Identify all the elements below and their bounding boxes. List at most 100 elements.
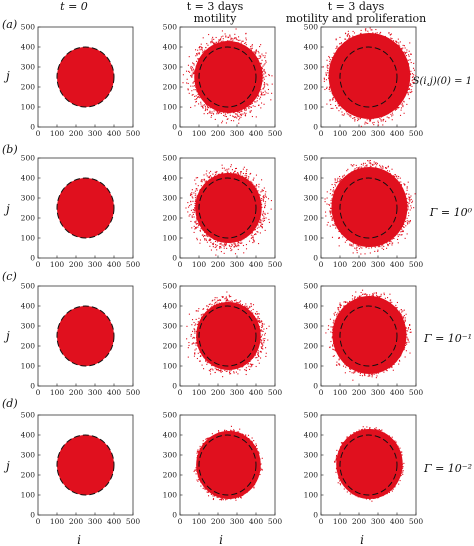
scattered-cell xyxy=(237,368,239,370)
scattered-cell xyxy=(401,472,403,474)
scattered-cell xyxy=(387,367,389,369)
scattered-cell xyxy=(367,245,370,247)
scattered-cell xyxy=(234,170,236,172)
scattered-cell xyxy=(399,234,401,236)
scattered-cell xyxy=(263,88,265,90)
scattered-cell xyxy=(219,243,221,245)
scattered-cell xyxy=(227,42,229,44)
scattered-cell xyxy=(245,369,247,371)
scattered-cell xyxy=(348,114,350,116)
scattered-cell xyxy=(233,174,235,177)
row-annotation-a: S(i,j)(0) = 1 xyxy=(413,76,472,87)
scattered-cell xyxy=(194,197,197,199)
initial-boundary-circle xyxy=(339,177,398,239)
scattered-cell xyxy=(334,223,336,225)
scattered-cell xyxy=(237,240,239,242)
axes-frame xyxy=(320,157,417,259)
scattered-cell xyxy=(231,37,233,40)
scattered-cell xyxy=(201,228,204,230)
scattered-cell xyxy=(332,348,334,350)
scattered-cell xyxy=(263,342,265,344)
scattered-cell xyxy=(252,51,254,54)
scattered-cell xyxy=(376,375,378,377)
scattered-cell xyxy=(216,113,218,115)
scattered-cell xyxy=(260,199,262,201)
cell-disc xyxy=(332,296,407,374)
scattered-cell xyxy=(410,84,412,86)
scattered-cell xyxy=(340,108,342,110)
scattered-cell xyxy=(247,180,249,182)
scattered-cell xyxy=(384,35,386,38)
scattered-cell xyxy=(355,242,357,244)
scattered-cell xyxy=(396,41,398,43)
scattered-cell xyxy=(346,39,348,41)
scattered-cell xyxy=(206,437,208,439)
scattered-cell xyxy=(243,306,246,308)
scattered-cell xyxy=(252,314,254,316)
scattered-cell xyxy=(249,232,251,234)
scattered-cell xyxy=(338,236,340,239)
scattered-cell xyxy=(342,365,345,367)
scattered-cell xyxy=(245,176,247,178)
scattered-cell xyxy=(206,175,208,177)
scattered-cell xyxy=(346,110,348,112)
scattered-cell xyxy=(224,169,226,171)
scattered-cell xyxy=(230,164,232,166)
scattered-cell xyxy=(257,197,259,199)
scattered-cell xyxy=(267,198,270,200)
scattered-cell xyxy=(249,110,251,112)
scattered-cell xyxy=(386,242,388,244)
scattered-cell xyxy=(233,110,235,112)
scattered-cell xyxy=(206,241,208,243)
scattered-cell xyxy=(257,95,259,97)
scattered-cell xyxy=(199,239,202,241)
scattered-cell xyxy=(211,106,213,109)
scattered-cell xyxy=(354,371,356,373)
scattered-cell xyxy=(193,328,195,330)
y-tick-label: 200 xyxy=(304,471,319,480)
scattered-cell xyxy=(261,203,263,205)
scattered-cell xyxy=(223,303,225,305)
scattered-cell xyxy=(208,47,210,49)
scattered-cell xyxy=(408,98,410,100)
scattered-cell xyxy=(338,104,340,106)
panel-label-d: (d) xyxy=(2,397,18,410)
scattered-cell xyxy=(399,183,401,185)
scattered-cell xyxy=(195,183,197,185)
scattered-cell xyxy=(238,302,240,304)
scattered-cell xyxy=(256,227,258,229)
scattered-cell xyxy=(365,247,367,249)
scattered-cell xyxy=(196,339,198,341)
scattered-cell xyxy=(325,72,327,74)
scattered-cell xyxy=(367,375,369,377)
scattered-cell xyxy=(209,175,211,177)
scattered-cell xyxy=(396,41,398,44)
scattered-cell xyxy=(327,65,329,67)
scattered-cell xyxy=(258,318,261,320)
scattered-cell xyxy=(201,354,203,356)
scattered-cell xyxy=(195,473,197,475)
scattered-cell xyxy=(398,47,400,49)
scattered-cell xyxy=(218,39,220,41)
axes-frame xyxy=(179,285,276,387)
scattered-cell xyxy=(255,174,258,176)
scattered-cell xyxy=(196,53,198,55)
scattered-cell xyxy=(397,242,399,244)
scattered-cell xyxy=(327,325,330,327)
scattered-cell xyxy=(209,180,211,182)
scattered-cell xyxy=(210,170,212,172)
scattered-cell xyxy=(412,79,414,81)
x-tick-label: 400 xyxy=(249,260,264,269)
scattered-cell xyxy=(395,308,397,310)
scattered-cell xyxy=(242,244,245,247)
scattered-cell xyxy=(331,194,333,196)
scattered-cell xyxy=(406,343,408,345)
scattered-cell xyxy=(255,57,257,59)
scattered-cell xyxy=(257,60,259,62)
scattered-cell xyxy=(259,203,261,205)
scattered-cell xyxy=(404,237,406,239)
scattered-cell xyxy=(262,197,265,199)
scattered-cell xyxy=(240,110,242,112)
